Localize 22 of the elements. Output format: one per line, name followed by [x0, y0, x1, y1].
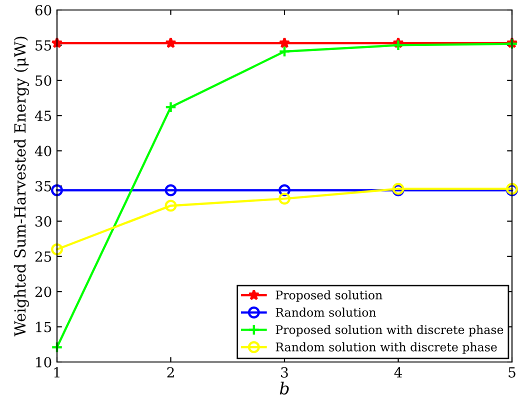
y-tick-label: 45 [34, 110, 52, 122]
y-tick-label: 60 [35, 4, 52, 16]
legend-label: Random solution with discrete phase [276, 342, 497, 354]
x-tick-label: 4 [394, 367, 402, 378]
y-axis-title: Weighted Sum-Harvested Energy (μW) [14, 36, 29, 336]
y-tick-label: 15 [36, 322, 52, 332]
y-tick-label: 40 [34, 146, 52, 156]
x-axis-title: b [280, 382, 289, 395]
x-tick-label: 1 [54, 367, 60, 378]
y-tick-label: 20 [35, 286, 52, 298]
legend-label: Proposed solution with discrete phase [276, 324, 504, 336]
y-tick-label: 30 [36, 216, 52, 227]
x-tick-label: 5 [508, 367, 516, 378]
y-tick-label: 25 [35, 251, 52, 262]
legend-label: Random solution [276, 308, 376, 317]
y-tick-label: 55 [36, 40, 52, 51]
y-tick-label: 10 [36, 356, 52, 368]
y-tick-label: 35 [36, 180, 52, 192]
x-tick-label: 2 [167, 367, 174, 378]
x-tick-label: 3 [281, 367, 288, 378]
y-tick-label: 50 [36, 75, 52, 86]
legend-label: Proposed solution [276, 290, 382, 302]
